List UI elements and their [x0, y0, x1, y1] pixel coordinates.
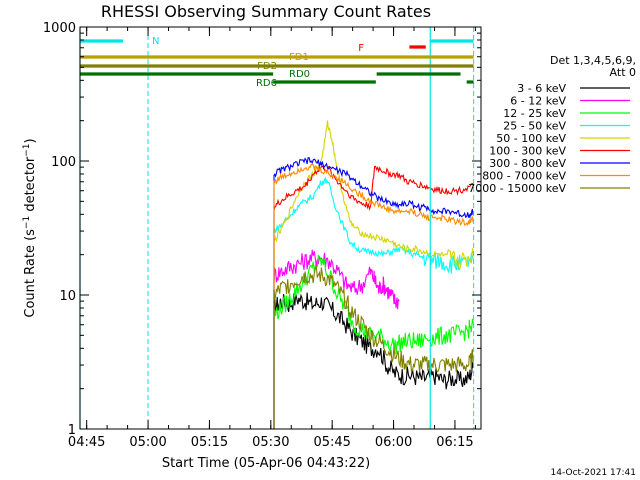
series-line — [273, 163, 475, 429]
y-tick-label: 1000 — [43, 21, 76, 36]
chart-title: RHESSI Observing Summary Count Rates — [101, 2, 431, 21]
axes: 1 10 100 1000 04:45 05:00 05:15 05:30 05:45 06:00… — [43, 21, 482, 450]
legend-label: 800 - 7000 keV — [482, 170, 566, 183]
x-tick-label: 05:00 — [129, 435, 166, 450]
status-bar-label: F — [358, 43, 364, 54]
plot-frame — [79, 26, 482, 430]
footer-timestamp: 14-Oct-2021 17:41 — [551, 468, 636, 478]
y-tick-label: 1 — [68, 423, 76, 438]
series-line — [273, 264, 475, 429]
y-tick-label: 10 — [59, 289, 76, 304]
series-line — [273, 157, 475, 429]
x-tick-label: 05:15 — [191, 435, 228, 450]
legend-label: 25 - 50 keV — [503, 120, 566, 133]
y-tick-label: 100 — [51, 155, 76, 170]
x-tick-label: 05:30 — [252, 435, 289, 450]
series-line — [273, 249, 400, 429]
x-axis-label: Start Time (05-Apr-06 04:43:22) — [162, 456, 370, 471]
x-tick-label: 06:15 — [436, 435, 473, 450]
x-tick-label: 04:45 — [68, 435, 105, 450]
status-bar-label: RD0 — [289, 69, 310, 80]
legend-label: 3 - 6 keV — [517, 82, 566, 95]
legend-label: 100 - 300 keV — [489, 145, 566, 158]
legend-label: 300 - 800 keV — [489, 157, 566, 170]
legend-label: 12 - 25 keV — [503, 107, 566, 120]
status-bar-label: FD1 — [289, 52, 309, 63]
status-bar-label: FD2 — [257, 61, 277, 72]
series-line — [273, 120, 475, 429]
legend-label: 7000 - 15000 keV — [468, 182, 566, 195]
y-axis-label: Count Rate (s−1 detector−1) — [22, 138, 38, 317]
plot-area — [273, 120, 475, 429]
legend-title: Att 0 — [610, 66, 636, 79]
series-line — [273, 292, 475, 429]
series-line — [273, 176, 475, 429]
status-bar-label: RD6 — [256, 78, 277, 89]
series-line — [273, 164, 475, 429]
legend-label: 50 - 100 keV — [496, 132, 566, 145]
legend-title: Det 1,3,4,5,6,9, — [550, 54, 636, 67]
status-bar-label: N — [152, 36, 159, 47]
x-tick-label: 05:45 — [313, 435, 350, 450]
x-tick-label: 06:00 — [375, 435, 412, 450]
legend-label: 6 - 12 keV — [510, 95, 566, 108]
